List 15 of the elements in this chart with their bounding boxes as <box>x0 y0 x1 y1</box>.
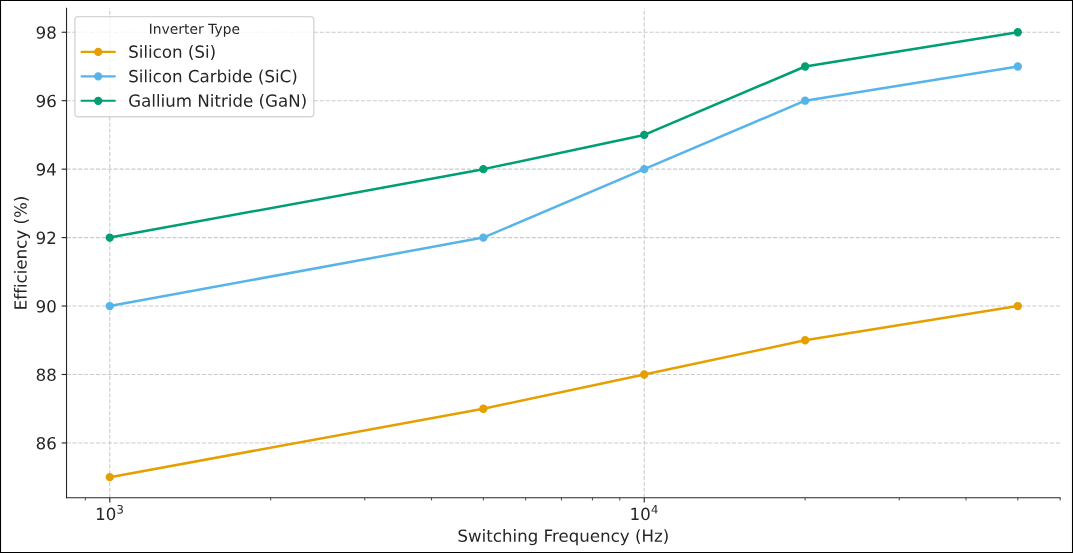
y-tick-label: 92 <box>36 231 56 245</box>
legend-label: Silicon Carbide (SiC) <box>129 69 297 85</box>
y-tick-label: 86 <box>36 436 56 450</box>
legend-title: Inverter Type <box>150 23 240 37</box>
x-tick-label: 10$^{4}$ <box>631 505 658 521</box>
y-tick-label: 96 <box>36 94 56 108</box>
legend-label: Silicon (Si) <box>129 45 215 60</box>
y-tick-label: 90 <box>36 300 56 313</box>
x-tick-label: 10$^{3}$ <box>96 504 123 521</box>
x-axis-title: Switching Frequency (Hz) <box>458 529 668 546</box>
y-tick-label: 88 <box>36 368 56 382</box>
legend-label: Gallium Nitride (GaN) <box>129 94 306 109</box>
y-axis-title: Efficiency (%) <box>13 197 31 309</box>
y-tick-label: 98 <box>36 26 56 39</box>
y-tick-label: 94 <box>36 163 56 176</box>
